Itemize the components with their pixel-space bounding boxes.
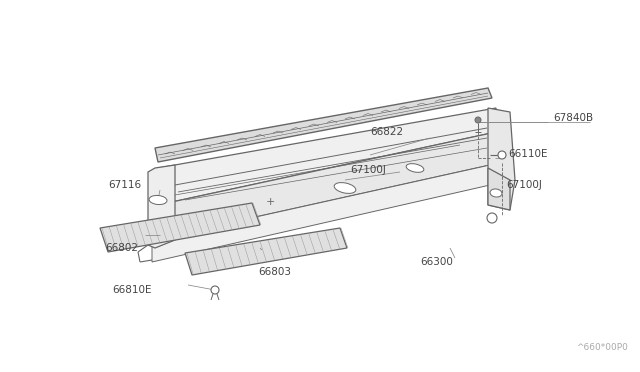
Text: 67100J: 67100J	[350, 165, 386, 175]
Ellipse shape	[334, 183, 356, 193]
Text: 67840B: 67840B	[553, 113, 593, 123]
Polygon shape	[488, 168, 510, 210]
Text: 66822: 66822	[370, 127, 403, 137]
Polygon shape	[148, 165, 175, 248]
Text: 66802: 66802	[105, 243, 138, 253]
Text: 67100J: 67100J	[506, 180, 542, 190]
Polygon shape	[152, 132, 496, 240]
Polygon shape	[100, 203, 260, 252]
Text: +: +	[266, 197, 275, 207]
Text: ^660*00P0: ^660*00P0	[576, 343, 628, 352]
Circle shape	[487, 213, 497, 223]
Text: 66803: 66803	[258, 267, 291, 277]
Ellipse shape	[406, 164, 424, 172]
Ellipse shape	[490, 189, 502, 197]
Ellipse shape	[149, 195, 167, 205]
Polygon shape	[185, 228, 347, 275]
Circle shape	[475, 117, 481, 123]
Polygon shape	[155, 88, 492, 162]
Circle shape	[498, 151, 506, 159]
Text: 66300: 66300	[420, 257, 453, 267]
Polygon shape	[488, 108, 515, 210]
Circle shape	[211, 286, 219, 294]
Polygon shape	[152, 165, 490, 262]
Text: 66110E: 66110E	[508, 149, 547, 159]
Polygon shape	[158, 108, 496, 205]
Text: 66810E: 66810E	[112, 285, 152, 295]
Text: 67116: 67116	[108, 180, 141, 190]
